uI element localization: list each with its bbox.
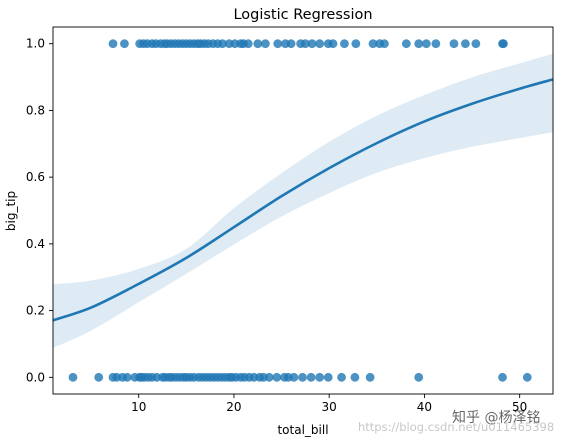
data-point — [431, 39, 441, 49]
data-point — [421, 39, 431, 49]
data-point — [260, 39, 270, 49]
data-point — [122, 372, 132, 382]
data-point — [68, 372, 78, 382]
data-point — [273, 39, 283, 49]
data-point — [272, 372, 282, 382]
data-point — [286, 39, 296, 49]
data-point — [350, 372, 360, 382]
data-point — [298, 372, 307, 382]
data-point — [218, 39, 227, 49]
y-tick-label: 1.0 — [26, 37, 45, 51]
y-tick-label: 0.4 — [26, 237, 45, 251]
plot-area — [53, 39, 553, 382]
watermark-url: https://blog.csdn.net/u011465398 — [358, 420, 554, 434]
y-tick-label: 0.2 — [26, 304, 45, 318]
axes: 10 20 30 40 50 0.0 0.2 0.4 0.6 0.8 1.0 — [26, 26, 554, 414]
axes-frame — [52, 26, 554, 395]
data-point — [300, 39, 310, 49]
data-point — [380, 39, 389, 49]
data-point — [337, 372, 346, 382]
data-point — [328, 39, 338, 49]
data-point — [120, 39, 129, 49]
x-tick-label: 40 — [417, 400, 432, 414]
data-point — [243, 39, 253, 49]
data-point — [306, 372, 316, 382]
data-point — [414, 372, 424, 382]
data-point — [522, 372, 532, 382]
watermark: 知乎 @杨泽铭 https://blog.csdn.net/u011465398 — [358, 409, 554, 434]
data-point — [340, 39, 349, 49]
data-point — [414, 39, 424, 49]
data-point — [498, 372, 507, 382]
data-point — [264, 372, 274, 382]
x-tick-label: 20 — [226, 400, 241, 414]
x-axis-label: total_bill — [277, 423, 328, 437]
data-point — [307, 39, 317, 49]
data-point — [315, 39, 325, 49]
data-point — [315, 372, 325, 382]
data-point — [323, 372, 333, 382]
y-axis-label: big_tip — [4, 191, 18, 231]
y-tick-label: 0.0 — [26, 370, 45, 384]
data-point — [449, 39, 459, 49]
y-tick-label: 0.6 — [26, 170, 45, 184]
data-point — [368, 39, 378, 49]
data-point — [460, 39, 470, 49]
data-point — [94, 372, 104, 382]
data-point — [401, 39, 411, 49]
x-tick-label: 30 — [322, 400, 337, 414]
chart-title: Logistic Regression — [233, 7, 372, 23]
data-point — [351, 39, 361, 49]
y-tick-label: 0.8 — [26, 103, 45, 117]
x-tick-label: 10 — [131, 400, 146, 414]
data-point — [365, 372, 375, 382]
data-point — [499, 39, 508, 49]
data-point — [471, 39, 481, 49]
x-tick-label: 50 — [512, 400, 527, 414]
data-point — [289, 372, 299, 382]
data-point — [253, 39, 263, 49]
data-point — [108, 39, 118, 49]
watermark-zhihu: 知乎 @杨泽铭 — [452, 409, 540, 426]
confidence-band — [53, 53, 553, 348]
scatter-points — [68, 39, 532, 382]
regression-line — [53, 78, 553, 322]
